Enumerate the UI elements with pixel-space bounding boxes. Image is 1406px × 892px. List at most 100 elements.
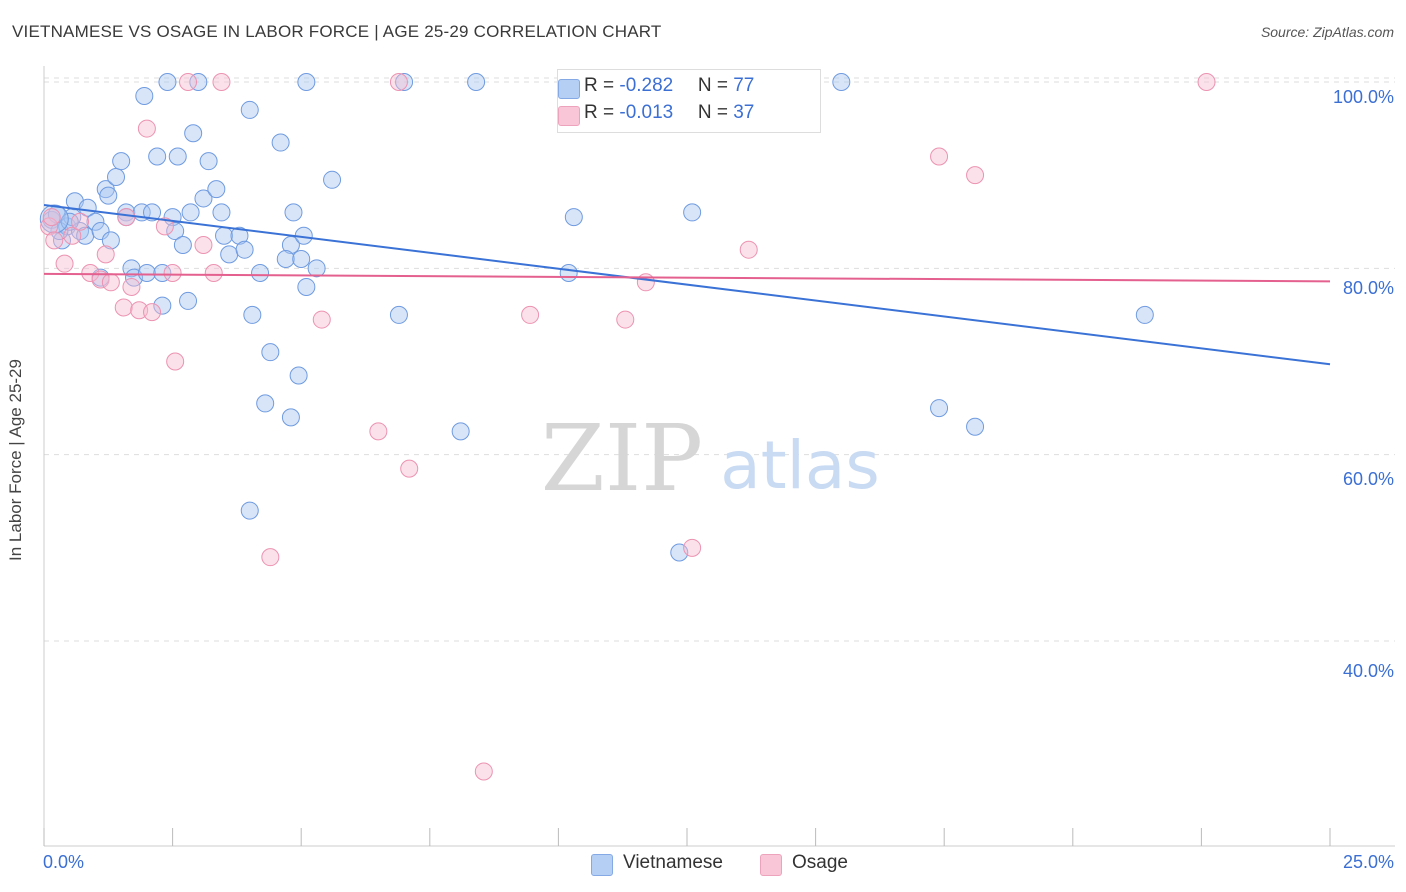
vietnamese-point xyxy=(153,296,172,315)
osage-point xyxy=(81,263,100,282)
osage-point xyxy=(179,72,198,91)
osage-point xyxy=(212,72,231,91)
osage-point xyxy=(683,538,702,557)
vietnamese-point xyxy=(166,222,185,241)
osage-point xyxy=(616,310,635,329)
chart-title: VIETNAMESE VS OSAGE IN LABOR FORCE | AGE… xyxy=(12,22,662,41)
osage-point xyxy=(96,245,115,264)
vietnamese-point xyxy=(112,152,131,171)
osage-point xyxy=(45,231,64,250)
legend-r-label: R = xyxy=(584,102,620,123)
bottom-legend-label: Vietnamese xyxy=(623,852,723,873)
vietnamese-point xyxy=(261,343,280,362)
vietnamese-point xyxy=(207,180,226,199)
vietnamese-point xyxy=(179,291,198,310)
y-tick-label: 80.0% xyxy=(1342,278,1394,298)
y-tick-label: 40.0% xyxy=(1342,661,1394,681)
osage-point xyxy=(117,208,136,227)
vietnamese-swatch xyxy=(558,79,580,99)
source-label: Source: ZipAtlas.com xyxy=(1260,24,1394,40)
osage-point xyxy=(163,263,182,282)
vietnamese-point xyxy=(235,240,254,259)
vietnamese-point xyxy=(276,250,295,269)
vietnamese-point xyxy=(220,245,239,264)
osage-point xyxy=(474,762,493,781)
osage-point xyxy=(71,212,90,231)
osage-point xyxy=(966,166,985,185)
vietnamese-point xyxy=(564,208,583,227)
vietnamese-point xyxy=(240,501,259,520)
vietnamese-point xyxy=(148,147,167,166)
watermark-zip: ZIP xyxy=(541,405,703,512)
osage-points xyxy=(40,72,1216,781)
y-tick-label: 100.0% xyxy=(1332,87,1394,107)
vietnamese-point xyxy=(137,263,156,282)
vietnamese-point xyxy=(230,226,249,245)
vietnamese-point xyxy=(1135,305,1154,324)
vietnamese-point xyxy=(281,408,300,427)
vietnamese-point xyxy=(930,399,949,418)
x-tick-label: 25.0% xyxy=(1342,852,1394,872)
vietnamese-trend-line xyxy=(43,203,1331,366)
vietnamese-point xyxy=(832,72,851,91)
osage-point xyxy=(194,236,213,255)
osage-point xyxy=(369,422,388,441)
vietnamese-point xyxy=(243,305,262,324)
legend-r-value: -0.282 xyxy=(619,75,674,96)
vietnamese-point xyxy=(143,203,162,222)
osage-point xyxy=(63,226,82,245)
vietnamese-point xyxy=(451,422,470,441)
osage-point xyxy=(739,240,758,259)
vietnamese-point xyxy=(212,203,231,222)
vietnamese-point xyxy=(215,226,234,245)
y-tick-label: 60.0% xyxy=(1342,469,1394,489)
vietnamese-point xyxy=(271,133,290,152)
vietnamese-point xyxy=(966,417,985,436)
vietnamese-point xyxy=(284,203,303,222)
vietnamese-point xyxy=(91,222,110,241)
osage-swatch xyxy=(558,106,580,126)
bottom-legend-vietnamese: Vietnamese xyxy=(591,852,723,876)
vietnamese-point xyxy=(683,203,702,222)
vietnamese-point xyxy=(323,170,342,189)
vietnamese-point xyxy=(297,277,316,296)
grid-lines xyxy=(44,77,1395,642)
osage-trend-line xyxy=(43,272,1331,283)
osage-point xyxy=(166,352,185,371)
osage-point xyxy=(55,254,74,273)
vietnamese-point xyxy=(173,236,192,255)
vietnamese-point xyxy=(251,263,270,282)
osage-point xyxy=(101,273,120,292)
legend-row-vietnamese: R = -0.282 N = 77 xyxy=(558,75,754,101)
bottom-legend-osage: Osage xyxy=(760,852,848,876)
vietnamese-point xyxy=(307,259,326,278)
vietnamese-point xyxy=(107,168,126,187)
x-tick-label: 0.0% xyxy=(43,852,85,872)
vietnamese-point xyxy=(297,72,316,91)
vietnamese-point xyxy=(181,203,200,222)
vietnamese-point xyxy=(99,186,118,205)
trend-lines xyxy=(43,203,1331,366)
osage-point xyxy=(114,298,133,317)
osage-point xyxy=(204,263,223,282)
watermark-atlas: atlas xyxy=(720,427,880,504)
vietnamese-point xyxy=(292,250,311,269)
legend-n-label: N = xyxy=(697,75,734,96)
vietnamese-point xyxy=(153,263,172,282)
vietnamese-point xyxy=(168,147,187,166)
vietnamese-point xyxy=(199,152,218,171)
vietnamese-point xyxy=(194,189,213,208)
osage-legend-swatch xyxy=(760,854,782,876)
legend-row-osage: R = -0.013 N = 37 xyxy=(558,102,754,128)
vietnamese-point xyxy=(256,394,275,413)
vietnamese-point xyxy=(240,100,259,119)
osage-point xyxy=(389,72,408,91)
vietnamese-point xyxy=(78,198,97,217)
osage-point xyxy=(143,303,162,322)
watermark: ZIP atlas xyxy=(541,405,880,512)
vietnamese-point xyxy=(101,231,120,250)
vietnamese-point xyxy=(289,366,308,385)
legend-n-label: N = xyxy=(697,102,734,123)
axes xyxy=(43,66,1395,847)
